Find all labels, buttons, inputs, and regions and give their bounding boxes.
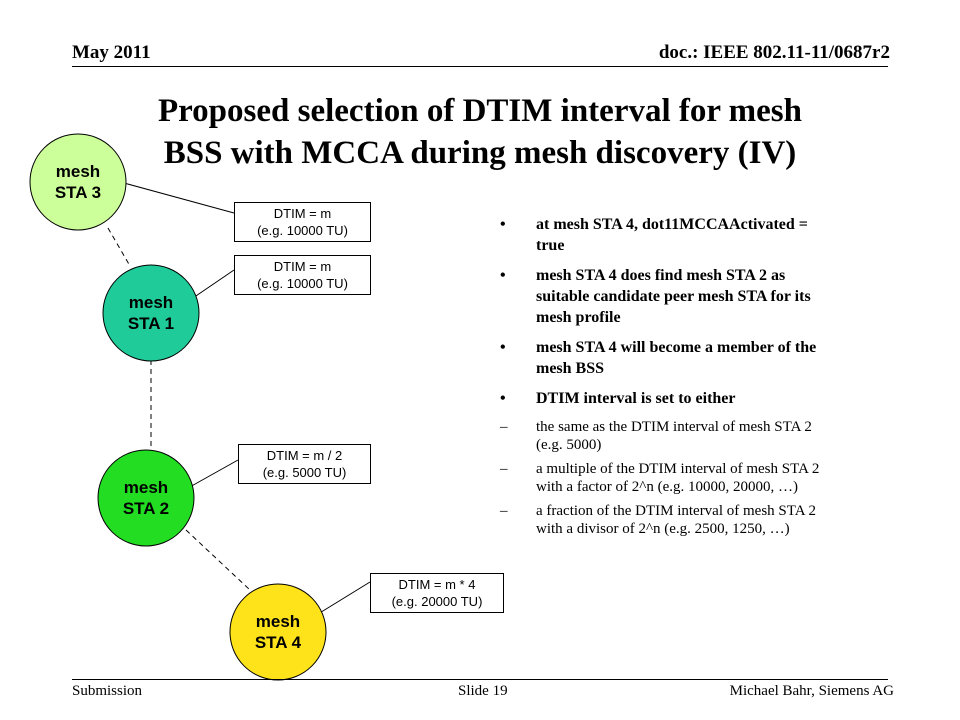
node-sta4-circle xyxy=(229,583,327,681)
sub-bullet-item: a fraction of the DTIM interval of mesh … xyxy=(500,502,840,538)
callout-sta1-dtim: DTIM = m (e.g. 10000 TU) xyxy=(234,255,371,295)
node-sta3-label: mesh STA 3 xyxy=(54,162,102,202)
slide-title: Proposed selection of DTIM interval for … xyxy=(80,90,880,174)
footer-slide-number: Slide 19 xyxy=(458,683,508,699)
bullet-item: at mesh STA 4, dot11MCCAActivated = true xyxy=(500,214,840,256)
leader-sta4 xyxy=(317,581,371,615)
bullet-item: mesh STA 4 will become a member of the m… xyxy=(500,337,840,379)
footer-rule xyxy=(72,679,888,680)
sub-bullet-item: the same as the DTIM interval of mesh ST… xyxy=(500,418,840,454)
bullet-item: DTIM interval is set to either xyxy=(500,388,840,409)
node-sta1-label: mesh STA 1 xyxy=(127,293,175,333)
callout-sta3-dtim: DTIM = m (e.g. 10000 TU) xyxy=(234,202,371,242)
node-sta1-circle xyxy=(102,264,200,362)
callout-sta2-dtim: DTIM = m / 2 (e.g. 5000 TU) xyxy=(238,444,371,484)
leader-sta1 xyxy=(189,269,235,301)
callout-sta4-dtim: DTIM = m * 4 (e.g. 20000 TU) xyxy=(370,573,504,613)
link-sta3-sta1 xyxy=(107,227,131,267)
bullet-list: at mesh STA 4, dot11MCCAActivated = true… xyxy=(500,214,840,544)
node-sta2-circle xyxy=(97,449,195,547)
link-sta2-sta4 xyxy=(185,529,251,591)
bullet-item: mesh STA 4 does find mesh STA 2 as suita… xyxy=(500,265,840,328)
footer-author: Michael Bahr, Siemens AG xyxy=(729,683,894,699)
footer-submission: Submission xyxy=(72,683,143,699)
sub-bullet-item: a multiple of the DTIM interval of mesh … xyxy=(500,460,840,496)
title-line-1: Proposed selection of DTIM interval for … xyxy=(157,93,803,129)
node-sta2-label: mesh STA 2 xyxy=(122,478,170,518)
node-sta3-circle xyxy=(29,133,127,231)
leader-sta2 xyxy=(187,459,239,489)
header-rule xyxy=(72,66,888,67)
header-doc-id: doc.: IEEE 802.11-11/0687r2 xyxy=(658,42,890,63)
title-line-2: BSS with MCCA during mesh discovery (IV) xyxy=(163,135,797,171)
leader-sta3 xyxy=(123,182,235,214)
header-date: May 2011 xyxy=(72,42,151,63)
node-sta4-label: mesh STA 4 xyxy=(254,612,302,652)
